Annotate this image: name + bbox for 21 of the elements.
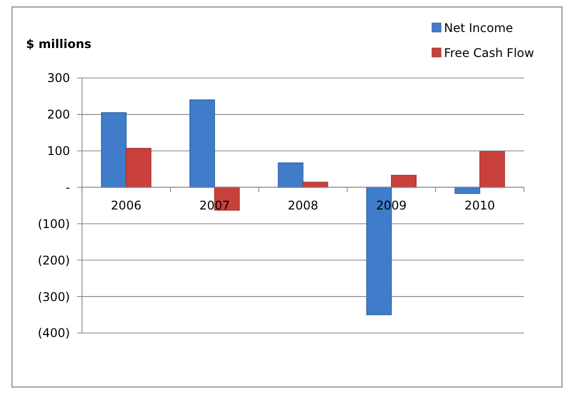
y-tick-label: 100	[47, 144, 70, 158]
bar	[479, 151, 505, 188]
y-tick-label: 300	[47, 71, 70, 86]
y-tick-label: (400)	[38, 326, 70, 340]
legend-label: Free Cash Flow	[444, 46, 534, 60]
bar	[278, 162, 304, 188]
x-tick-label: 2006	[110, 198, 142, 212]
y-tick-label: (300)	[38, 290, 70, 304]
x-tick-label: 2008	[288, 198, 318, 212]
y-tick-label: (200)	[38, 253, 70, 268]
bar	[101, 112, 127, 188]
legend-label: Net Income	[444, 21, 514, 36]
x-tick-label: 2010	[464, 198, 496, 212]
bar	[454, 186, 480, 194]
y-tick-label: (100)	[38, 216, 70, 231]
y-axis-title: $ millions	[26, 37, 92, 51]
y-tick-label: -	[66, 180, 70, 194]
y-tick-label: 200	[47, 108, 70, 122]
bar	[189, 99, 215, 188]
bar	[391, 174, 417, 188]
bar	[126, 148, 152, 188]
